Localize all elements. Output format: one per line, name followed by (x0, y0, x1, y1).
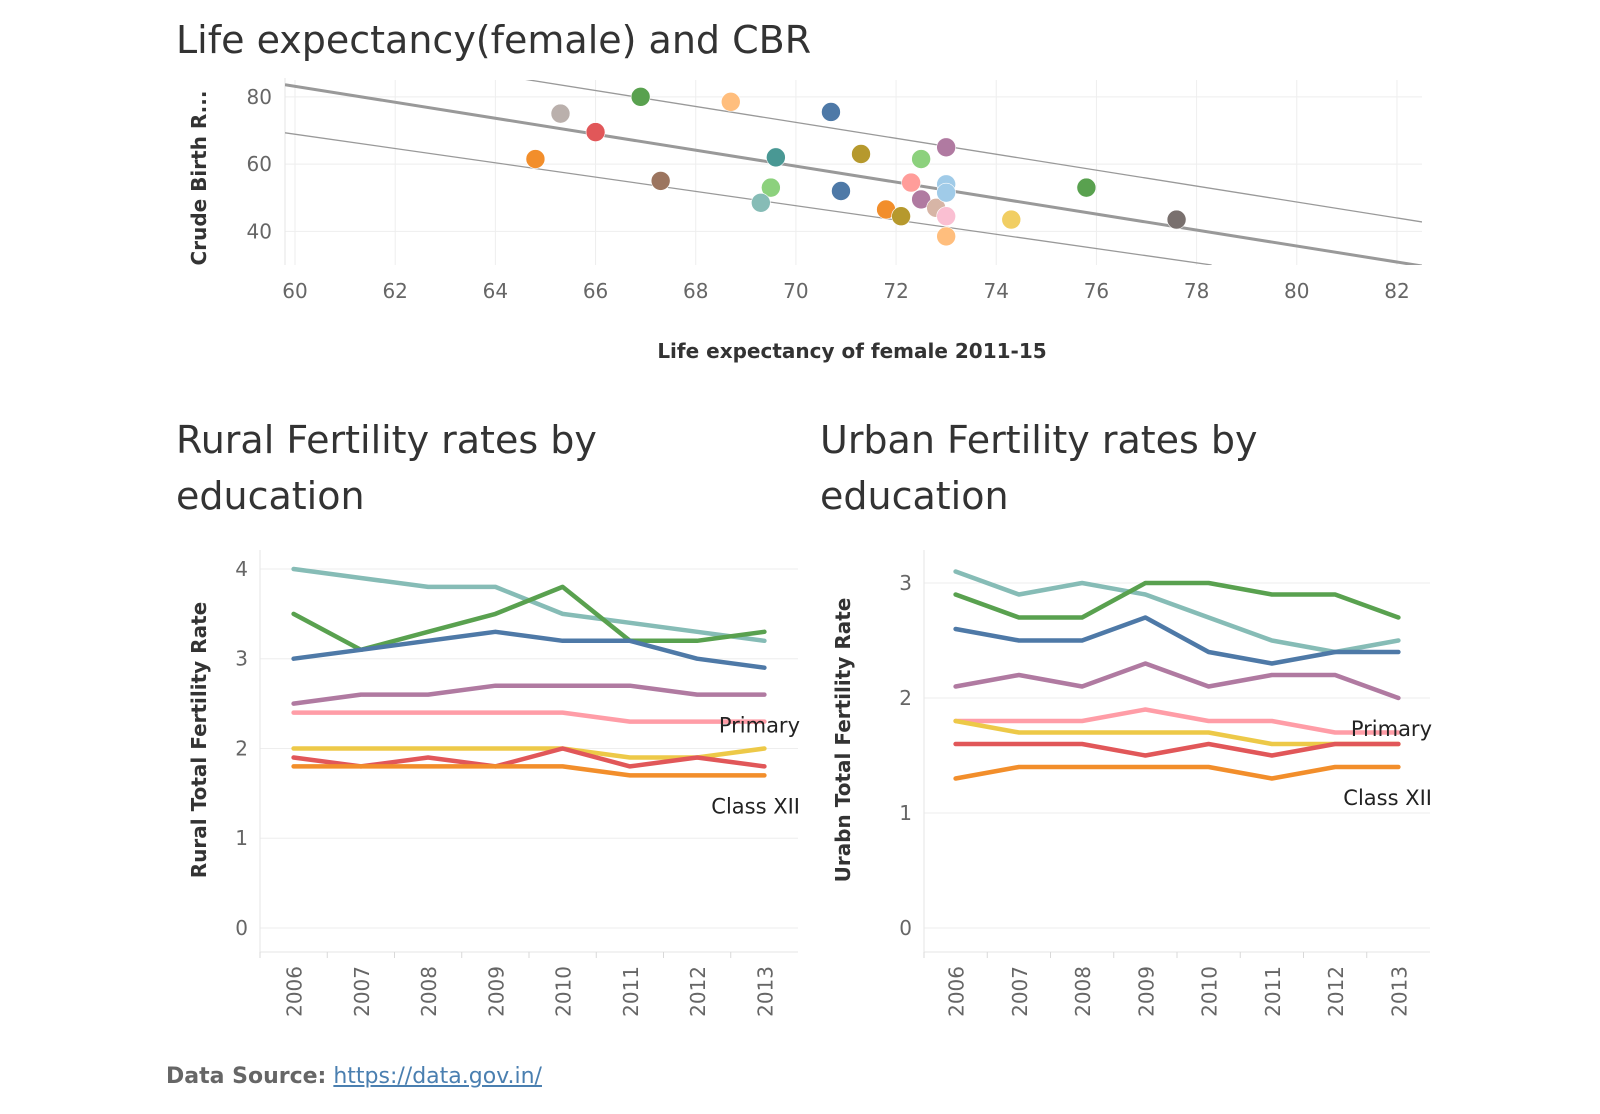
scatter-point (911, 149, 931, 169)
x-tick-label: 2012 (1324, 966, 1348, 1017)
x-tick-label: 2009 (484, 966, 508, 1017)
series-line-primary (953, 661, 1401, 701)
annotation-class-xii: Class XII (1343, 786, 1432, 810)
x-tick-label: 2006 (283, 966, 307, 1017)
scatter-x-tick-label: 82 (1384, 279, 1409, 303)
series-line-green (291, 584, 767, 653)
annotation-class-xii: Class XII (711, 794, 800, 818)
y-tick-label: 3 (899, 571, 912, 595)
scatter-chart: 60 62 64 66 68 70 72 74 76 78 80 82 40 60 80 Life expec… (187, 78, 1422, 363)
scatter-y-tick-label: 60 (247, 152, 272, 176)
scatter-x-tick-label: 68 (683, 279, 708, 303)
scatter-point (630, 87, 651, 107)
data-source-label: Data Source: (166, 1064, 327, 1089)
scatter-x-tick-label: 70 (783, 279, 808, 303)
x-tick-label: 2010 (1198, 966, 1222, 1017)
x-tick-label: 2011 (619, 966, 643, 1017)
scatter-x-axis-title: Life expectancy of female 2011-15 (657, 339, 1046, 363)
rural-line-chart: 0 1 2 3 4 2006 2007 2008 2009 2010 2011 2012 2013 Pri… (187, 550, 800, 1017)
urban-line-chart: 0 1 2 3 2006 2007 2008 2009 2010 2011 2012 2013 Prim… (831, 550, 1432, 1017)
series-line-pink (953, 707, 1401, 735)
scatter-point (831, 181, 851, 201)
scatter-point (751, 192, 771, 213)
x-tick-label: 2010 (552, 966, 576, 1017)
scatter-x-tick-label: 78 (1184, 279, 1209, 303)
scatter-point (901, 172, 921, 193)
data-source-link[interactable]: https://data.gov.in/ (333, 1064, 542, 1089)
x-tick-label: 2007 (1008, 966, 1032, 1017)
scatter-x-tick-label: 64 (483, 279, 508, 303)
scatter-x-tick-label: 74 (984, 279, 1009, 303)
x-tick-label: 2008 (1071, 966, 1095, 1017)
x-tick-label: 2008 (417, 966, 441, 1017)
x-tick-label: 2013 (753, 966, 777, 1017)
scatter-x-tick-label: 66 (583, 279, 608, 303)
x-tick-label: 2006 (945, 966, 969, 1017)
y-tick-label: 2 (899, 686, 912, 710)
series-line-primary (291, 683, 767, 706)
x-tick-label: 2009 (1134, 966, 1158, 1017)
series-line-blue (291, 629, 767, 670)
data-source-footer: Data Source: https://data.gov.in/ (166, 1064, 542, 1089)
scatter-trend-line (285, 83, 1422, 265)
scatter-x-tick-label: 72 (883, 279, 908, 303)
y-axis-title: Rural Total Fertility Rate (187, 602, 211, 878)
scatter-point (936, 206, 956, 227)
urban-chart-title: Urban Fertility rates by education (820, 418, 1258, 518)
scatter-point (1166, 209, 1187, 230)
series-line-class-xii (953, 764, 1401, 781)
scatter-point (525, 149, 546, 169)
y-tick-label: 1 (899, 801, 912, 825)
scatter-y-tick-label: 40 (247, 219, 272, 243)
scatter-point (650, 171, 671, 191)
x-tick-label: 2011 (1261, 966, 1285, 1017)
scatter-point (1001, 209, 1022, 230)
scatter-y-tick-label: 80 (247, 85, 272, 109)
y-tick-label: 1 (235, 826, 248, 850)
scatter-point (821, 102, 841, 122)
scatter-x-tick-label: 62 (382, 279, 407, 303)
scatter-y-axis-title: Crude Birth R... (187, 91, 211, 266)
scatter-point (761, 177, 781, 198)
series-line-red (953, 741, 1401, 758)
annotation-primary: Primary (1351, 717, 1432, 741)
scatter-point (891, 206, 911, 227)
series-line-red (291, 746, 767, 769)
series-line-green (953, 580, 1401, 620)
scatter-x-tick-label: 60 (282, 279, 307, 303)
y-tick-label: 4 (235, 557, 248, 581)
y-tick-label: 0 (235, 916, 248, 940)
series-line-teal (953, 569, 1401, 655)
series-line-teal (291, 566, 767, 644)
x-tick-label: 2013 (1387, 966, 1411, 1017)
scatter-point (936, 226, 956, 247)
scatter-x-tick-label: 76 (1084, 279, 1109, 303)
rural-chart-title: Rural Fertility rates by education (176, 418, 597, 518)
x-tick-label: 2007 (350, 966, 374, 1017)
series-line-class-xii (291, 764, 767, 778)
scatter-point (911, 189, 931, 210)
scatter-point (936, 182, 956, 203)
scatter-point (720, 92, 741, 112)
scatter-point (550, 103, 571, 124)
y-tick-label: 0 (899, 916, 912, 940)
x-tick-label: 2012 (686, 966, 710, 1017)
scatter-lower-band-line (285, 132, 1212, 265)
scatter-x-tick-label: 80 (1284, 279, 1309, 303)
scatter-point (851, 144, 871, 164)
scatter-chart-title: Life expectancy(female) and CBR (176, 18, 812, 62)
series-line-blue (953, 615, 1401, 666)
annotation-primary: Primary (719, 714, 800, 738)
scatter-point (936, 137, 956, 158)
y-axis-title: Urabn Total Fertility Rate (831, 598, 855, 883)
scatter-point (585, 122, 606, 142)
series-line-pink (291, 710, 767, 724)
scatter-point (1076, 177, 1097, 198)
y-tick-label: 3 (235, 647, 248, 671)
y-tick-label: 2 (235, 736, 248, 760)
scatter-point (766, 147, 786, 168)
